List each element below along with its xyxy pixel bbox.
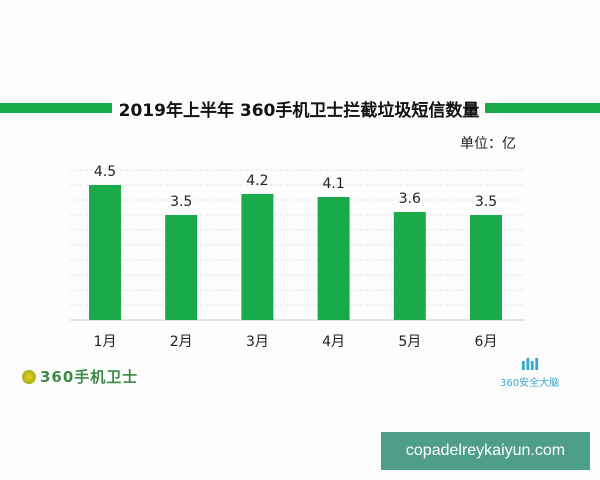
data-label: 4.1 [322,176,344,192]
data-label: 4.2 [246,173,268,189]
x-tick-label: 4月 [322,334,345,350]
logo-right-text: 360安全大脑 [500,378,560,389]
logo-icon [22,369,36,384]
bar-5月 [393,212,426,320]
chart-title: 2019年上半年 360手机卫士拦截垃圾短信数量 [118,101,480,121]
bar-1月 [89,185,121,320]
sound-wave-icon: ılıl [520,355,540,374]
x-tick-label: 2月 [170,334,193,350]
bar-4月 [317,197,350,320]
data-label: 3.6 [399,191,421,207]
title-accent-line-left [0,103,112,113]
logo-360-mobile-guard: 360手机卫士 [22,366,138,387]
watermark: copadelreykaiyun.com [381,432,590,470]
x-tick-label: 1月 [94,334,117,350]
data-label: 4.5 [94,164,116,180]
bar-3月 [241,194,274,320]
x-tick-label: 5月 [398,334,421,350]
data-label: 3.5 [475,194,497,210]
data-label: 3.5 [170,194,192,210]
logo-left-text: 360手机卫士 [40,368,139,386]
x-tick-label: 6月 [475,334,498,350]
unit-label: 单位：亿 [460,136,516,152]
bar-6月 [470,215,502,320]
bar-2月 [165,215,198,320]
x-tick-label: 3月 [246,334,269,350]
logo-360-security-brain: ılıl 360安全大脑 [500,355,559,389]
title-accent-line-right [485,103,600,113]
